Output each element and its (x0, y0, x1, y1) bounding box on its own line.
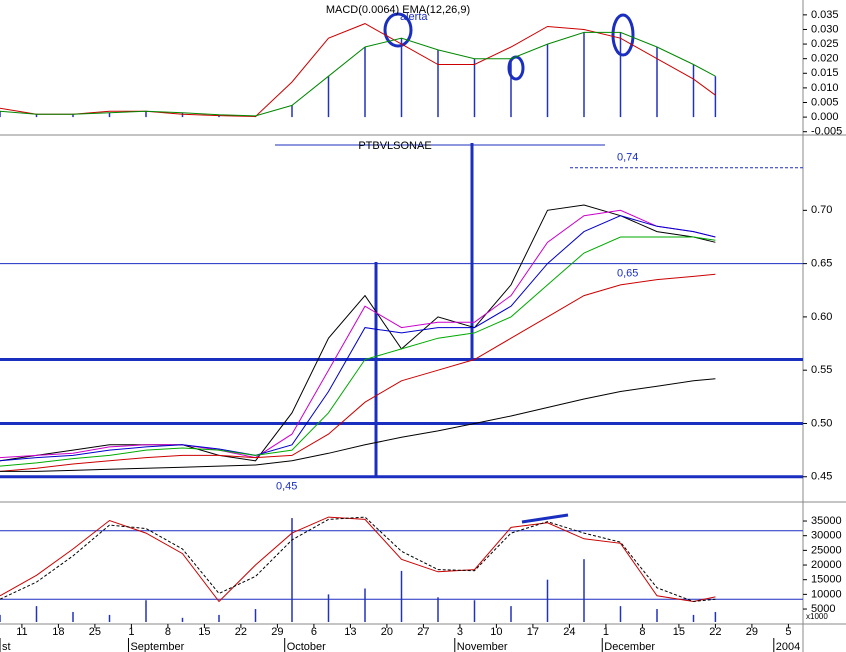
x-tick-label: 5 (785, 626, 791, 638)
x-tick-label: 29 (271, 626, 283, 638)
y-tick-label: 0.45 (811, 471, 832, 483)
x-tick-label: 3 (457, 626, 463, 638)
series-line (0, 516, 716, 603)
month-label: September (130, 641, 184, 652)
y-tick-label: 15000 (811, 574, 842, 586)
level-label: 0,45 (276, 481, 297, 493)
y-tick-label: 0.030 (811, 23, 839, 35)
y-tick-label: 0.50 (811, 417, 832, 429)
x-tick-label: 29 (746, 626, 758, 638)
x-tick-label: 18 (52, 626, 64, 638)
series-line (0, 23, 716, 118)
level-label: 0,65 (617, 268, 638, 280)
month-label: November (457, 641, 508, 652)
month-label: October (287, 641, 326, 652)
highlight-circle (383, 12, 413, 48)
y-tick-label: 0.005 (811, 96, 839, 108)
x-tick-label: 22 (235, 626, 247, 638)
x-tick-label: 15 (673, 626, 685, 638)
series-line (0, 215, 716, 462)
x-tick-label: 8 (639, 626, 645, 638)
chart-title: PTBVLSONAE (358, 140, 431, 152)
y-unit: x1000 (806, 612, 828, 621)
level-label: 0,74 (617, 152, 638, 164)
x-tick-label: 13 (344, 626, 356, 638)
y-tick-label: 35000 (811, 515, 842, 527)
y-tick-label: 0.55 (811, 364, 832, 376)
x-tick-label: 20 (381, 626, 393, 638)
month-label: st (2, 641, 11, 652)
divergence-line (521, 513, 569, 524)
y-tick-label: 25000 (811, 544, 842, 556)
x-tick-label: 10 (490, 626, 502, 638)
series-line (0, 516, 716, 603)
y-tick-label: 5000 (811, 603, 835, 615)
x-tick-label: 6 (311, 626, 317, 638)
x-tick-label: 17 (527, 626, 539, 638)
y-tick-label: 0.010 (811, 82, 839, 94)
x-tick-label: 24 (563, 626, 575, 638)
series-line (0, 378, 716, 472)
highlight-circle (611, 13, 635, 57)
chart-title: MACD(0.0064) EMA(12,26,9) (326, 4, 470, 16)
x-tick-label: 27 (417, 626, 429, 638)
y-tick-label: 0.65 (811, 258, 832, 270)
series-line (0, 209, 716, 459)
y-tick-label: 30000 (811, 530, 842, 542)
month-label: December (604, 641, 655, 652)
y-tick-label: 0.60 (811, 311, 832, 323)
x-tick-label: 25 (89, 626, 101, 638)
x-tick-label: 22 (709, 626, 721, 638)
series-line (0, 31, 716, 117)
series-line (0, 273, 716, 472)
y-tick-label: 0.000 (811, 111, 839, 123)
y-tick-label: 0.70 (811, 204, 832, 216)
y-tick-label: 10000 (811, 588, 842, 600)
y-tick-label: 20000 (811, 559, 842, 571)
y-tick-label: 0.015 (811, 67, 839, 79)
annotation: alerta (400, 11, 428, 23)
month-label: 2004 (776, 641, 800, 652)
series-line (0, 236, 716, 467)
y-tick-label: 0.035 (811, 9, 839, 21)
x-tick-label: 15 (198, 626, 210, 638)
x-tick-label: 1 (128, 626, 134, 638)
x-tick-label: 11 (16, 626, 27, 638)
y-tick-label: 0.025 (811, 38, 839, 50)
y-tick-label: 0.020 (811, 53, 839, 65)
x-tick-label: 1 (603, 626, 609, 638)
x-tick-label: 8 (165, 626, 171, 638)
y-tick-label: -0.005 (811, 126, 842, 138)
